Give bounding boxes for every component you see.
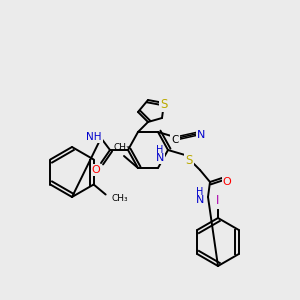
Text: H: H [196,187,204,197]
Text: C: C [171,135,179,145]
Text: N: N [156,153,164,163]
Text: CH₃: CH₃ [112,194,128,203]
Text: I: I [216,194,220,208]
Text: S: S [160,98,168,110]
Text: O: O [223,177,231,187]
Text: H: H [156,145,164,155]
Text: CH₃: CH₃ [114,143,130,152]
Text: O: O [92,165,100,175]
Text: N: N [197,130,205,140]
Text: N: N [196,195,204,205]
Text: S: S [185,154,193,166]
Text: NH: NH [86,132,102,142]
